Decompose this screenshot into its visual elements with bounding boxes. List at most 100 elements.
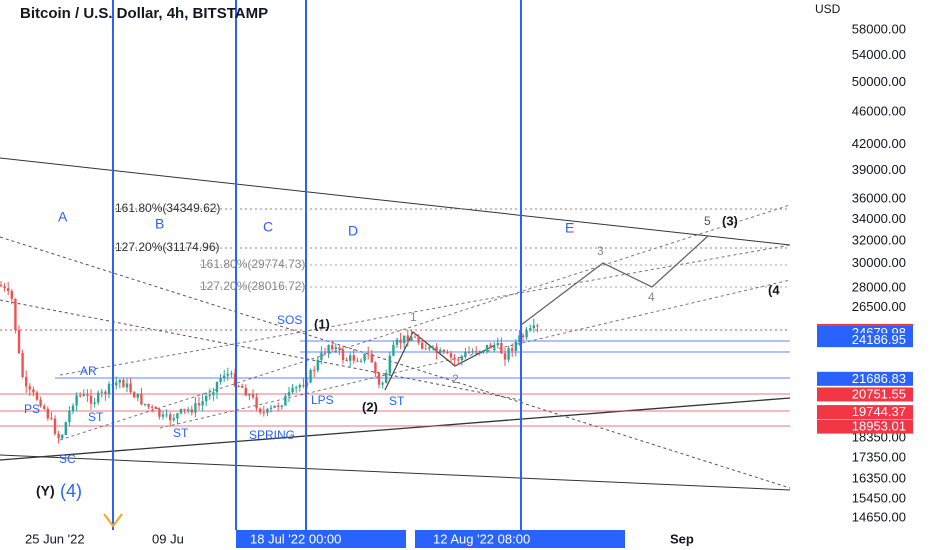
- title: Bitcoin / U.S. Dollar, 4h, BITSTAMP: [20, 5, 268, 22]
- wyckoff-label: PS: [24, 402, 40, 416]
- candle-body: [435, 346, 438, 353]
- candle-body: [273, 405, 276, 408]
- candle-body: [467, 352, 471, 354]
- candle-body: [485, 344, 489, 351]
- candle-body: [320, 352, 323, 360]
- candle-body: [287, 392, 291, 396]
- candle-body: [352, 355, 355, 361]
- candle-body: [377, 373, 381, 385]
- candle-body: [79, 395, 82, 397]
- candle-body: [331, 345, 334, 350]
- wave-label: 5: [704, 214, 711, 228]
- channel-line: [59, 204, 791, 441]
- candle-body: [370, 353, 373, 363]
- fib-label: 127.20%(31174.96): [115, 240, 220, 254]
- candle-body: [226, 373, 229, 376]
- candle-body: [136, 393, 139, 398]
- candle-body: [32, 389, 35, 393]
- price-tag: [817, 371, 913, 386]
- candle-body: [313, 369, 316, 371]
- candle-body: [165, 414, 168, 416]
- candle-body: [536, 325, 539, 327]
- price-axis-label: 50000.00: [852, 74, 906, 89]
- candle-body: [388, 355, 391, 374]
- time-highlight: [415, 530, 625, 548]
- candle-body: [176, 413, 179, 419]
- candle-body: [215, 381, 219, 393]
- trend-line: [0, 397, 791, 461]
- wyckoff-label: SC: [59, 452, 76, 466]
- price-tag-label: 21686.83: [852, 371, 906, 386]
- candle-body: [381, 382, 384, 385]
- price-axis-label: 42000.00: [852, 136, 906, 151]
- candle-body: [35, 392, 39, 400]
- candle-body: [219, 378, 222, 382]
- phase-label: E: [565, 220, 574, 236]
- candle-body: [269, 407, 273, 409]
- fib-label: 127.20%(28016.72): [200, 279, 305, 293]
- candle-body: [82, 394, 85, 396]
- candle-body: [259, 408, 262, 413]
- candle-body: [169, 414, 172, 421]
- candle-body: [399, 339, 402, 343]
- candle-body: [248, 394, 251, 396]
- candle-body: [14, 298, 17, 330]
- time-label: 18 Jul '22 00:00: [250, 531, 341, 546]
- candle-body: [439, 349, 442, 353]
- candle-body: [71, 405, 75, 411]
- candle-body: [86, 394, 89, 396]
- candle-body: [10, 291, 13, 299]
- phase-label: A: [58, 209, 68, 225]
- trend-line: [0, 454, 791, 491]
- projection-path: [520, 235, 709, 326]
- candle-body: [507, 348, 510, 360]
- candle-body: [172, 418, 175, 421]
- candle-body: [277, 405, 280, 407]
- candle-body: [453, 357, 456, 360]
- candle-body: [230, 373, 233, 375]
- candle-body: [97, 392, 100, 403]
- candle-body: [511, 348, 514, 351]
- candle-body: [7, 288, 10, 292]
- trend-line: [0, 157, 791, 246]
- wyckoff-label: SPRING: [249, 428, 295, 442]
- time-highlight: [236, 530, 406, 548]
- price-axis-label: 17350.00: [852, 449, 906, 464]
- candle-body: [385, 373, 388, 383]
- candle-body: [158, 409, 161, 417]
- candle-body: [237, 385, 240, 387]
- channel-line: [0, 236, 791, 489]
- candle-body: [262, 412, 265, 414]
- candle-body: [57, 433, 60, 439]
- candle-body: [421, 342, 424, 349]
- candle-body: [446, 351, 449, 354]
- candle-body: [349, 355, 352, 361]
- price-tag-label: 18953.01: [852, 419, 906, 434]
- candle-body: [129, 383, 132, 393]
- wave-label: 1: [410, 310, 417, 324]
- candle-body: [493, 345, 496, 349]
- price-axis-label: 46000.00: [852, 104, 906, 119]
- candle-body: [140, 393, 143, 405]
- price-axis-label: 36000.00: [852, 191, 906, 206]
- candle-body: [194, 403, 197, 413]
- candle-body: [363, 353, 366, 361]
- candle-body: [406, 335, 409, 342]
- candle-body: [334, 347, 337, 350]
- candle-body: [197, 403, 201, 406]
- candle-body: [89, 395, 93, 404]
- candle-body: [133, 392, 136, 398]
- candle-body: [367, 353, 370, 355]
- candle-body: [503, 353, 507, 360]
- candle-body: [118, 379, 121, 383]
- fib-label: 161.80%(34349.62): [115, 201, 220, 215]
- price-tag: [817, 405, 913, 420]
- candle-body: [190, 409, 193, 413]
- candle-body: [244, 387, 247, 396]
- wave-label: (4): [60, 481, 82, 501]
- candle-body: [53, 418, 57, 434]
- candle-body: [39, 399, 42, 407]
- candle-body: [413, 336, 417, 338]
- wave-label: (1): [314, 316, 330, 331]
